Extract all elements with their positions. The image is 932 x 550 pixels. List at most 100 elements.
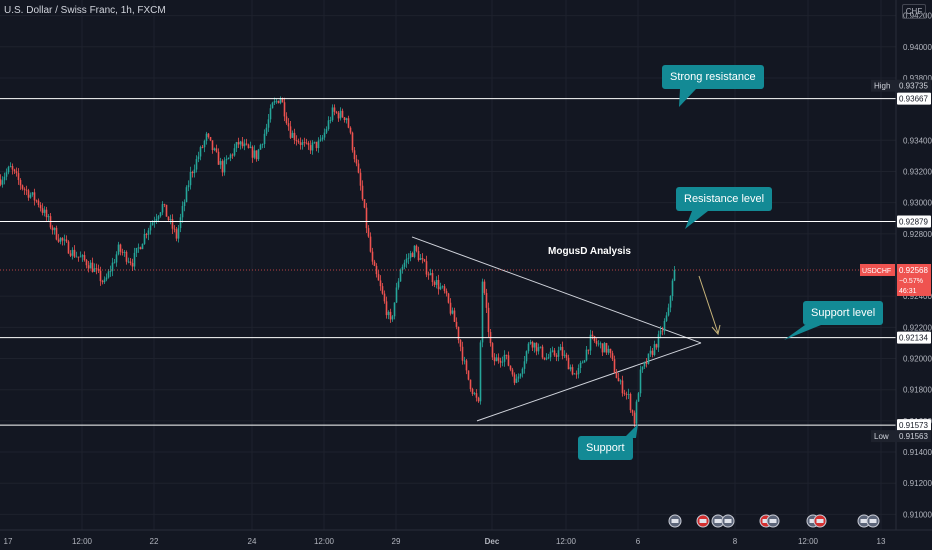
strong-resistance-callout[interactable]: Strong resistance: [662, 65, 764, 89]
candle-down: [23, 187, 26, 195]
candle-up: [261, 143, 264, 149]
candle-up: [501, 356, 504, 367]
candle-down: [461, 341, 464, 365]
y-tick-label: 0.91400: [903, 448, 932, 457]
candle-up: [177, 224, 180, 243]
candle-down: [471, 387, 474, 396]
candle-up: [197, 151, 200, 163]
candle-down: [37, 198, 40, 208]
candle-up: [109, 265, 112, 277]
chart-grid: [0, 0, 896, 530]
candle-down: [487, 302, 490, 338]
symbol-title[interactable]: U.S. Dollar / Swiss Franc, 1h, FXCM: [4, 5, 166, 16]
candle-down: [297, 138, 300, 144]
candle-up: [519, 373, 522, 379]
candle-up: [325, 126, 328, 134]
candle-up: [639, 365, 642, 397]
candle-down: [99, 266, 102, 286]
candle-down: [145, 232, 148, 239]
candle-up: [79, 251, 82, 258]
candle-up: [169, 214, 172, 225]
candle-up: [271, 101, 274, 109]
level-lines: [0, 98, 896, 426]
candle-up: [659, 325, 662, 339]
candle-up: [243, 139, 246, 151]
candle-up: [219, 157, 222, 169]
candle-up: [311, 140, 314, 155]
event-flag-icon[interactable]: [696, 514, 710, 528]
candle-up: [269, 104, 272, 123]
candle-down: [163, 203, 166, 208]
triangle-lower-line: [476, 342, 702, 422]
candle-down: [389, 308, 392, 323]
candle-down: [131, 258, 134, 272]
event-flag-icon[interactable]: [813, 514, 827, 528]
candle-up: [397, 278, 400, 290]
candle-down: [567, 354, 570, 370]
event-flag-icon[interactable]: [766, 514, 780, 528]
candle-down: [21, 184, 24, 191]
resistance-level-callout[interactable]: Resistance level: [676, 187, 773, 211]
candle-up: [9, 162, 12, 168]
candle-down: [455, 317, 458, 330]
support-level-callout[interactable]: Support level: [803, 301, 884, 325]
candle-down: [11, 163, 14, 175]
candle-down: [315, 141, 318, 152]
candle-down: [67, 240, 70, 254]
candle-up: [671, 278, 674, 301]
candle-down: [255, 150, 258, 162]
candle-down: [555, 353, 558, 362]
support-callout[interactable]: Support: [578, 436, 633, 460]
candle-up: [103, 276, 106, 285]
candle-down: [507, 351, 510, 367]
current-price: 0.92568: [899, 266, 928, 275]
candle-up: [537, 343, 540, 355]
event-flag-icon[interactable]: [866, 514, 880, 528]
candle-down: [125, 250, 128, 265]
candle-up: [93, 263, 96, 273]
candle-up: [641, 366, 644, 373]
candle-up: [301, 139, 304, 150]
candle-down: [347, 115, 350, 129]
level-tag-value-bg: [897, 79, 931, 92]
candle-down: [369, 232, 372, 253]
candle-up: [673, 266, 676, 282]
candle-up: [603, 341, 606, 353]
candle-up: [205, 131, 208, 145]
candle-down: [209, 136, 212, 142]
x-tick-label: 6: [636, 537, 641, 546]
event-flag-icon[interactable]: [857, 514, 871, 528]
x-tick-label: 29: [392, 537, 401, 546]
candle-down: [65, 235, 68, 243]
analysis-label: MogusD Analysis: [548, 246, 631, 257]
candle-down: [95, 263, 98, 275]
candle-up: [225, 155, 228, 165]
candle-up: [581, 360, 584, 364]
event-flag-icon[interactable]: [668, 514, 682, 528]
candle-up: [515, 374, 518, 384]
x-tick-label: Dec: [485, 537, 500, 546]
candle-down: [101, 279, 104, 285]
candle-down: [39, 202, 42, 212]
candle-down: [601, 343, 604, 357]
candle-up: [533, 342, 536, 353]
candle-up: [267, 114, 270, 132]
x-tick-label: 12:00: [556, 537, 577, 546]
candle-down: [0, 174, 2, 187]
candle-down: [661, 326, 664, 336]
candle-down: [27, 188, 30, 201]
candle-down: [421, 253, 424, 264]
candle-down: [361, 180, 364, 201]
candle-up: [635, 399, 638, 425]
event-flag-icon[interactable]: [721, 514, 735, 528]
event-flag-icon[interactable]: [711, 514, 725, 528]
candle-down: [385, 296, 388, 319]
candle-down: [383, 290, 386, 304]
y-tick-label: 0.93800: [903, 74, 932, 83]
currency-badge[interactable]: CHF: [902, 4, 926, 19]
candle-down: [511, 367, 514, 377]
candle-up: [663, 318, 666, 335]
candle-down: [621, 375, 624, 397]
level-tag: Low: [874, 432, 889, 441]
